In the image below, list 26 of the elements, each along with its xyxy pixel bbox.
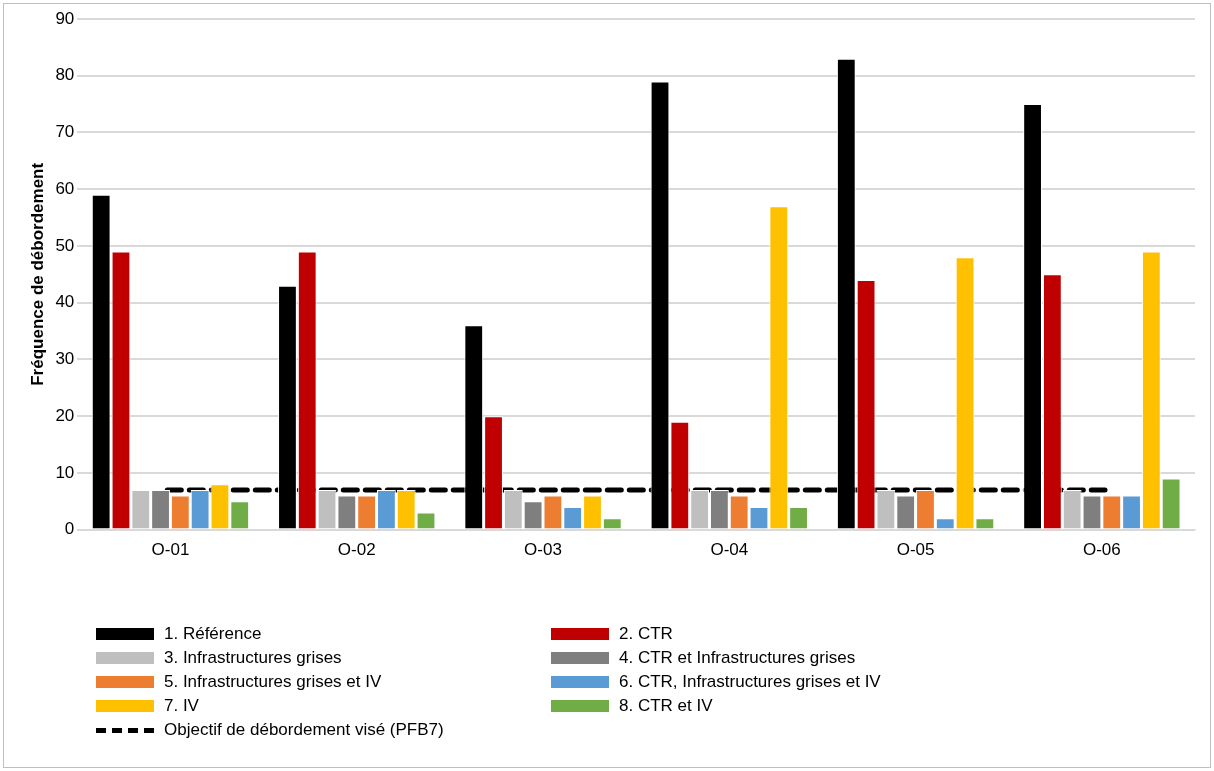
y-tick-label: 30 <box>55 349 75 369</box>
y-tick-label: 50 <box>55 235 75 255</box>
x-tick-label: O-03 <box>524 540 562 560</box>
legend-label: 4. CTR et Infrastructures grises <box>619 648 856 668</box>
x-tick-label: O-05 <box>896 540 935 560</box>
y-tick-label: 10 <box>55 462 75 482</box>
legend-label: Objectif de débordement visé (PFB7) <box>164 720 444 740</box>
y-tick-label: 20 <box>55 405 75 425</box>
y-axis-title: Fréquence de débordement <box>27 162 47 386</box>
legend-label: 3. Infrastructures grises <box>164 648 342 668</box>
y-tick-label: 90 <box>55 8 75 28</box>
y-tick-label: 60 <box>55 178 75 198</box>
y-tick-label: 0 <box>64 519 75 539</box>
x-tick-label: O-01 <box>151 540 190 560</box>
y-tick-label: 80 <box>55 65 75 85</box>
legend-label: 7. IV <box>164 696 199 716</box>
y-tick-label: 70 <box>55 122 75 142</box>
x-tick-label: O-02 <box>337 540 376 560</box>
legend-label: 5. Infrastructures grises et IV <box>164 672 382 692</box>
legend-label: 2. CTR <box>619 624 673 644</box>
legend-label: 6. CTR, Infrastructures grises et IV <box>619 672 881 692</box>
x-tick-label: O-06 <box>1082 540 1121 560</box>
y-tick-label: 40 <box>55 292 75 312</box>
x-tick-label: O-04 <box>710 540 749 560</box>
legend-label: 1. Référence <box>164 624 262 644</box>
legend-label: 8. CTR et IV <box>619 696 713 716</box>
